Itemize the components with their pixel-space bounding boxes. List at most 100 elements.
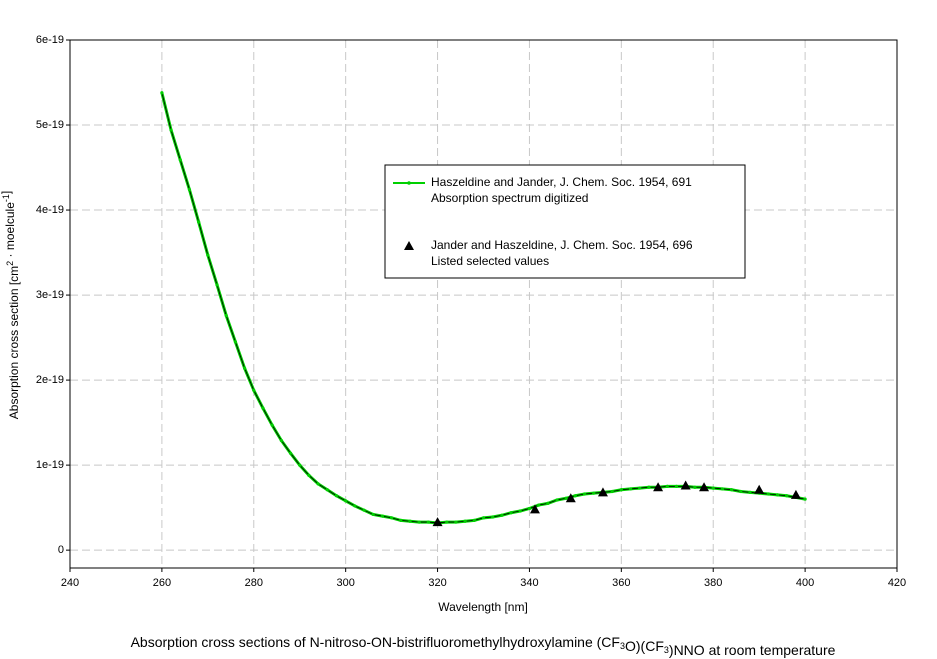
data-point [426, 520, 430, 524]
data-point [445, 520, 449, 524]
x-tick-label: 320 [428, 577, 446, 589]
data-point [754, 484, 765, 494]
legend-label: Haszeldine and Jander, J. Chem. Soc. 195… [431, 175, 692, 189]
data-point [665, 484, 669, 488]
data-point [711, 486, 715, 490]
data-point [699, 482, 710, 492]
data-point [564, 496, 568, 500]
x-tick-label: 360 [612, 577, 630, 589]
data-point [785, 494, 789, 498]
data-point [693, 485, 697, 489]
data-point [730, 488, 734, 492]
y-tick-label: 2e-19 [36, 374, 64, 386]
data-point [546, 501, 550, 505]
data-point [178, 158, 182, 162]
data-point [316, 482, 320, 486]
data-point [454, 520, 458, 524]
data-point [279, 438, 283, 443]
data-point [362, 508, 366, 512]
y-axis-label: Absorption cross section [cm2 · moelcule… [0, 191, 21, 419]
legend-detail: Absorption spectrum digitized [431, 191, 588, 205]
data-point [674, 484, 679, 488]
y-tick-label: 5e-19 [36, 119, 64, 131]
data-point [390, 516, 394, 520]
y-tick-label: 4e-19 [36, 204, 64, 216]
chart-title: Absorption cross sections of N-nitroso-O… [131, 634, 836, 658]
data-point [775, 493, 780, 497]
y-tick-label: 3e-19 [36, 289, 64, 301]
data-point [565, 493, 576, 503]
data-point [353, 504, 357, 508]
data-point [169, 128, 173, 132]
data-point [298, 463, 302, 467]
legend-marker [407, 181, 411, 185]
data-point [417, 520, 421, 524]
data-point [653, 482, 664, 492]
x-axis-label: Wavelength [nm] [438, 600, 528, 614]
data-point [325, 488, 329, 492]
data-point [748, 490, 752, 494]
marks [160, 91, 807, 527]
data-point [739, 489, 743, 494]
data-point [680, 480, 691, 490]
data-point [628, 487, 633, 491]
x-tick-label: 340 [520, 577, 538, 589]
data-point [597, 487, 608, 497]
data-point [206, 253, 210, 257]
x-tick-label: 300 [336, 577, 354, 589]
x-tick-label: 420 [888, 577, 906, 589]
data-point [307, 473, 311, 477]
data-point [224, 313, 228, 318]
x-tick-label: 400 [796, 577, 814, 589]
data-point [215, 283, 219, 287]
data-point [432, 517, 443, 527]
data-point [371, 512, 375, 517]
data-point [766, 492, 770, 496]
data-point [647, 485, 651, 489]
legend-label: Jander and Haszeldine, J. Chem. Soc. 195… [431, 238, 693, 252]
data-point [472, 518, 476, 522]
data-point [399, 518, 403, 522]
data-point [334, 494, 339, 498]
data-point [187, 188, 192, 192]
data-point [555, 498, 559, 502]
data-point [408, 519, 412, 523]
data-point [537, 503, 541, 507]
data-point [573, 494, 577, 498]
data-point [463, 519, 467, 523]
x-tick-label: 260 [153, 577, 171, 589]
data-point [252, 388, 256, 392]
data-point [500, 513, 504, 517]
y-tick-label: 6e-19 [36, 34, 64, 46]
data-point [790, 489, 801, 499]
data-point [380, 514, 385, 518]
data-point [491, 515, 495, 519]
legend: Haszeldine and Jander, J. Chem. Soc. 195… [384, 164, 746, 279]
y-tick-label: 1e-19 [36, 459, 64, 471]
data-point [592, 491, 596, 495]
plot-frame [69, 39, 898, 569]
data-point [270, 423, 274, 427]
x-tick-label: 280 [245, 577, 263, 589]
legend-detail: Listed selected values [431, 254, 549, 268]
data-point [803, 497, 807, 501]
data-point [481, 516, 486, 520]
legend-marker [404, 241, 414, 250]
data-point [197, 220, 201, 224]
data-point [261, 406, 265, 410]
data-point [619, 488, 623, 492]
data-point [344, 499, 348, 503]
data-point [582, 492, 587, 496]
data-point [288, 451, 293, 455]
y-tick-label: 0 [58, 544, 64, 556]
data-point [509, 511, 513, 515]
data-point [720, 487, 725, 491]
data-point [233, 340, 237, 344]
data-point [160, 91, 164, 95]
legend-box [384, 164, 746, 279]
x-tick-label: 240 [61, 577, 79, 589]
data-point [242, 366, 247, 370]
data-point [529, 504, 540, 514]
data-point [518, 509, 522, 513]
